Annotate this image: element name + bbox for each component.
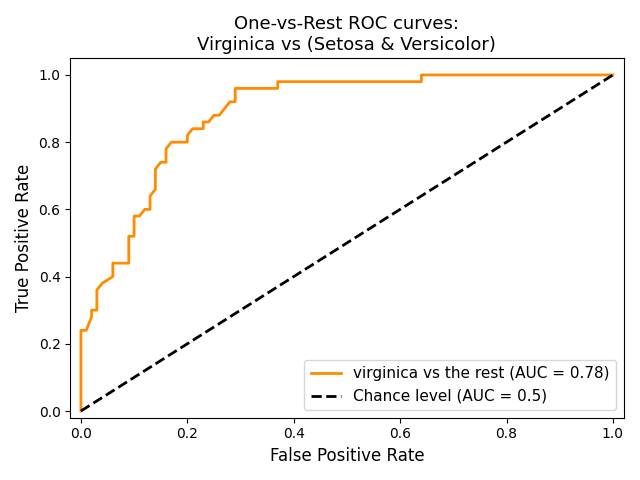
virginica vs the rest (AUC = 0.78) bbox=[184, 139, 191, 145]
virginica vs the rest (AUC = 0.78) bbox=[609, 72, 617, 78]
virginica vs the rest (AUC = 0.78) bbox=[146, 193, 154, 199]
Y-axis label: True Positive Rate: True Positive Rate bbox=[15, 164, 33, 312]
virginica vs the rest (AUC = 0.78) bbox=[77, 408, 84, 414]
virginica vs the rest (AUC = 0.78) bbox=[540, 72, 548, 78]
virginica vs the rest (AUC = 0.78) bbox=[428, 72, 436, 78]
X-axis label: False Positive Rate: False Positive Rate bbox=[269, 447, 424, 465]
virginica vs the rest (AUC = 0.78) bbox=[88, 307, 95, 313]
virginica vs the rest (AUC = 0.78) bbox=[131, 213, 138, 219]
virginica vs the rest (AUC = 0.78) bbox=[417, 72, 425, 78]
Legend: virginica vs the rest (AUC = 0.78), Chance level (AUC = 0.5): virginica vs the rest (AUC = 0.78), Chan… bbox=[305, 360, 616, 410]
Title: One-vs-Rest ROC curves:
Virginica vs (Setosa & Versicolor): One-vs-Rest ROC curves: Virginica vs (Se… bbox=[198, 15, 497, 54]
Line: virginica vs the rest (AUC = 0.78): virginica vs the rest (AUC = 0.78) bbox=[81, 75, 613, 411]
